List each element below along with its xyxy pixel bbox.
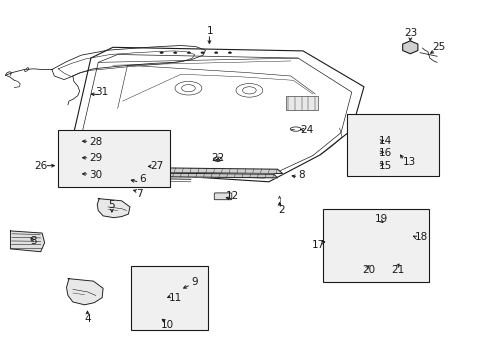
Bar bbox=[405, 228, 417, 235]
Text: 2: 2 bbox=[277, 206, 284, 216]
Text: 15: 15 bbox=[379, 161, 392, 171]
Text: 4: 4 bbox=[84, 314, 91, 324]
Text: 24: 24 bbox=[300, 125, 313, 135]
Text: 10: 10 bbox=[161, 320, 174, 330]
Bar bbox=[378, 222, 406, 233]
Bar bbox=[346, 114, 438, 176]
Ellipse shape bbox=[160, 52, 163, 54]
Ellipse shape bbox=[149, 294, 157, 297]
Ellipse shape bbox=[201, 52, 204, 54]
Text: 26: 26 bbox=[34, 161, 47, 171]
Text: 23: 23 bbox=[404, 28, 417, 38]
Text: 12: 12 bbox=[225, 191, 239, 201]
Polygon shape bbox=[350, 139, 389, 145]
Polygon shape bbox=[66, 279, 103, 305]
Bar bbox=[58, 130, 170, 187]
Ellipse shape bbox=[77, 156, 82, 159]
Text: 18: 18 bbox=[413, 232, 427, 242]
Bar bbox=[322, 209, 428, 282]
Polygon shape bbox=[368, 264, 389, 271]
Polygon shape bbox=[10, 231, 44, 252]
Text: 29: 29 bbox=[89, 153, 102, 163]
Text: 31: 31 bbox=[95, 87, 108, 97]
Polygon shape bbox=[135, 162, 160, 174]
Ellipse shape bbox=[228, 52, 231, 54]
Text: 16: 16 bbox=[379, 148, 392, 158]
Bar bbox=[285, 96, 317, 110]
FancyBboxPatch shape bbox=[137, 311, 163, 323]
Text: 21: 21 bbox=[391, 265, 404, 275]
Polygon shape bbox=[123, 167, 282, 174]
Text: 6: 6 bbox=[139, 174, 145, 184]
Ellipse shape bbox=[214, 52, 218, 54]
Polygon shape bbox=[334, 263, 352, 270]
Ellipse shape bbox=[77, 172, 82, 175]
Text: 14: 14 bbox=[379, 136, 392, 145]
Text: 9: 9 bbox=[191, 277, 198, 287]
Text: 30: 30 bbox=[89, 170, 102, 180]
Text: 28: 28 bbox=[89, 138, 102, 147]
Ellipse shape bbox=[187, 52, 190, 54]
Text: 13: 13 bbox=[402, 157, 415, 167]
Text: 8: 8 bbox=[298, 170, 305, 180]
Polygon shape bbox=[351, 162, 387, 166]
Text: 17: 17 bbox=[311, 239, 325, 249]
Text: 11: 11 bbox=[168, 293, 182, 303]
Text: 3: 3 bbox=[30, 236, 37, 246]
Text: 25: 25 bbox=[431, 42, 444, 52]
Text: 5: 5 bbox=[108, 200, 115, 210]
Bar bbox=[131, 266, 208, 330]
Ellipse shape bbox=[173, 52, 177, 54]
Text: 27: 27 bbox=[150, 161, 163, 171]
Polygon shape bbox=[123, 173, 277, 178]
Text: 1: 1 bbox=[206, 26, 213, 36]
Text: 19: 19 bbox=[374, 215, 387, 224]
Polygon shape bbox=[97, 199, 130, 218]
Text: 7: 7 bbox=[136, 189, 142, 199]
Text: 20: 20 bbox=[362, 265, 375, 275]
FancyBboxPatch shape bbox=[214, 193, 231, 200]
Text: 22: 22 bbox=[211, 153, 224, 163]
FancyBboxPatch shape bbox=[138, 270, 169, 283]
